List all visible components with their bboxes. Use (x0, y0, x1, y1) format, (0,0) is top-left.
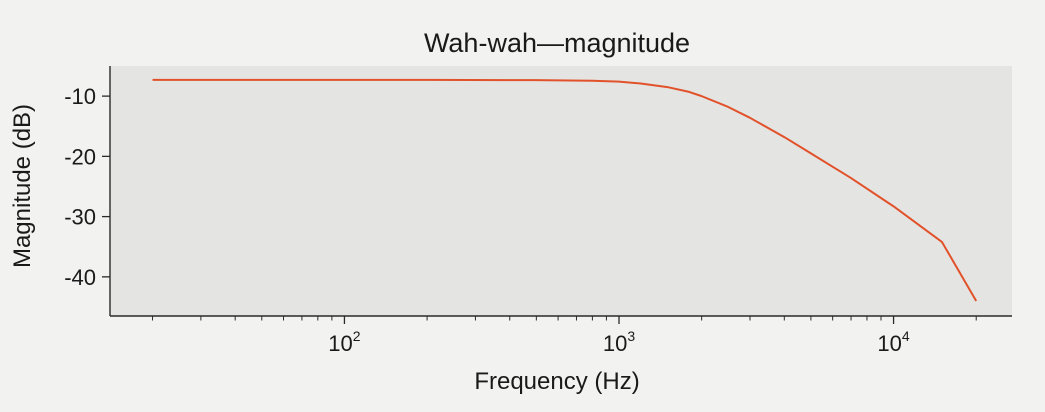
x-tick-label: 104 (877, 328, 909, 356)
x-tick-label-exponent: 3 (627, 328, 635, 344)
y-tick-label: -10 (64, 84, 96, 109)
y-axis-ticks: -10 -20 -30 -40 (64, 84, 110, 290)
x-tick-label: 102 (328, 328, 360, 356)
x-tick-label-exponent: 2 (353, 328, 361, 344)
y-axis-label: Magnitude (dB) (9, 104, 36, 268)
y-tick-label: -40 (64, 265, 96, 290)
x-axis-label: Frequency (Hz) (474, 368, 639, 395)
chart-title: Wah-wah—magnitude (424, 28, 690, 58)
x-axis-ticks: 102 103 104 (152, 316, 977, 356)
y-tick-label: -30 (64, 205, 96, 230)
x-tick-label-base: 10 (877, 331, 901, 356)
x-tick-label-base: 10 (328, 331, 352, 356)
x-tick-label: 103 (603, 328, 635, 356)
x-tick-label-base: 10 (603, 331, 627, 356)
x-tick-label-exponent: 4 (902, 328, 910, 344)
magnitude-series-line (152, 78, 978, 302)
y-tick-label: -20 (64, 144, 96, 169)
plot-area (110, 66, 1012, 316)
